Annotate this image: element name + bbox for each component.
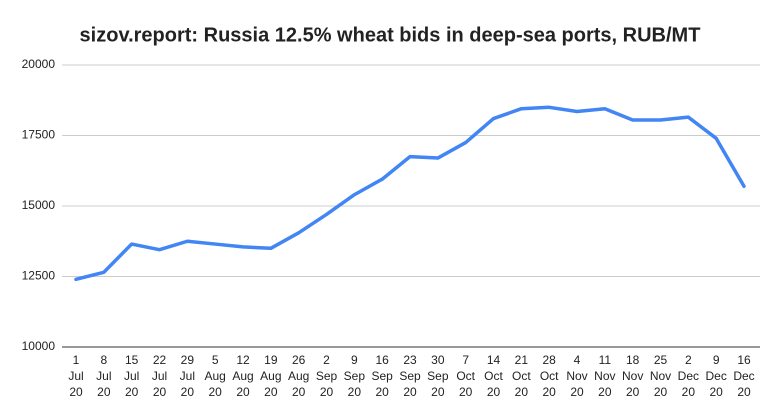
x-tick-label: 18 Nov 20 [621,353,644,399]
x-tick-label: 4 Nov 20 [566,353,588,399]
x-tick-label: 1 Jul 20 [68,353,84,399]
line [74,105,746,282]
x-tick-label: 9 Sep 20 [343,353,365,399]
x-tick-label: 11 Nov 20 [594,353,616,399]
y-tick-label: 17500 [22,128,56,142]
x-tick-label: 2 Dec 20 [677,353,699,399]
x-tick-label: 8 Jul 20 [96,353,112,399]
y-tick-label: 20000 [22,57,56,71]
chart-title: sizov.report: Russia 12.5% wheat bids in… [80,24,701,46]
x-tick-label: 16 Sep 20 [371,353,393,399]
y-tick-label: 15000 [22,198,56,212]
x-tick-label: 5 Aug 20 [204,353,226,399]
x-tick-label: 2 Sep 20 [315,353,338,399]
x-tick-label: 16 Dec 20 [733,353,755,399]
x-tick-label: 26 Aug 20 [287,353,310,399]
x-tick-label: 7 Oct 20 [456,353,475,399]
x-tick-label: 14 Oct 20 [484,353,503,399]
x-tick-label: 29 Jul 20 [179,353,195,399]
x-tick-label: 23 Sep 20 [399,353,421,399]
x-tick-label: 30 Sep 20 [427,353,449,399]
x-tick-label: 9 Dec 20 [705,353,727,399]
x-tick-label: 12 Aug 20 [232,353,254,399]
x-tick-label: 21 Oct 20 [511,353,531,399]
y-tick-label: 12500 [22,269,56,283]
x-tick-label: 15 Jul 20 [123,353,140,399]
x-tick-label: 22 Jul 20 [151,353,168,399]
y-tick-label: 10000 [22,339,56,353]
x-tick-label: 28 Oct 20 [539,353,559,399]
x-tick-label: 19 Aug 20 [260,353,282,399]
x-tick-label: 25 Nov 20 [649,353,672,399]
